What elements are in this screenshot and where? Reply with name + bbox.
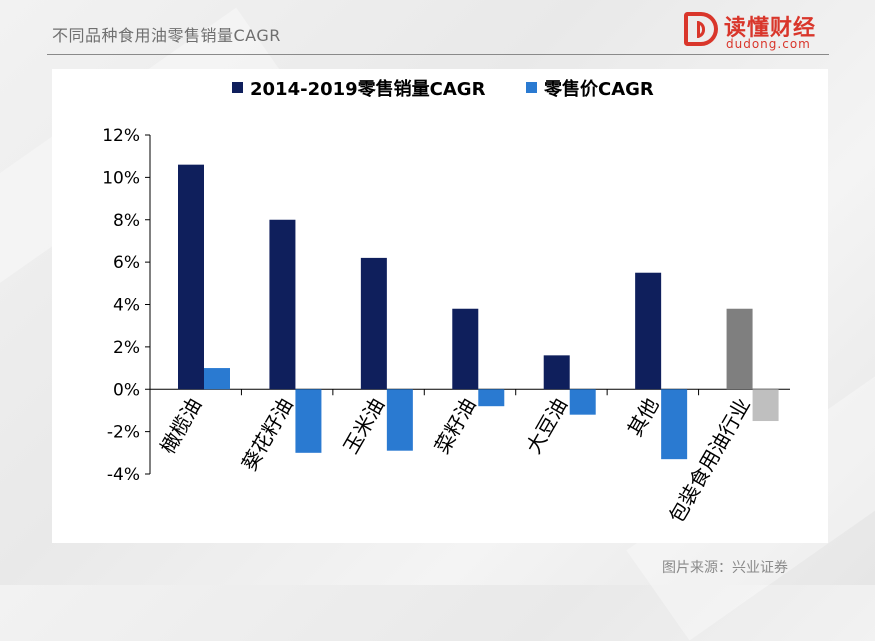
x-category-label: 大豆油	[521, 394, 572, 458]
y-tick-label: 10%	[102, 168, 140, 188]
bar	[204, 368, 230, 390]
bar	[178, 164, 204, 390]
bar	[269, 219, 296, 390]
y-tick-label: 8%	[113, 211, 140, 231]
logo-url: dudong.com	[726, 37, 811, 51]
bar	[452, 308, 479, 390]
bar	[752, 389, 779, 422]
y-tick-label: 6%	[113, 253, 140, 273]
chart-legend: 2014-2019零售销量CAGR 零售价CAGR	[232, 78, 654, 100]
legend-swatch	[526, 82, 537, 93]
bar	[726, 308, 753, 390]
x-category-label: 玉米油	[338, 394, 389, 458]
brand-logo: 读懂财经 dudong.com	[684, 10, 834, 52]
bar	[478, 389, 505, 407]
y-tick-label: 12%	[102, 126, 140, 146]
y-tick-label: -4%	[107, 465, 140, 485]
bar	[635, 272, 662, 390]
bar	[295, 389, 322, 453]
logo-mark-icon	[684, 12, 718, 46]
bar	[543, 355, 570, 390]
y-tick-label: 4%	[113, 296, 140, 316]
legend-label: 2014-2019零售销量CAGR	[250, 78, 486, 100]
header-divider	[47, 54, 829, 55]
x-category-label: 菜籽油	[430, 394, 481, 458]
chart-panel: 2014-2019零售销量CAGR 零售价CAGR -4% -2% 0% 2% 4% 6% 8…	[52, 69, 828, 543]
page-title: 不同品种食用油零售销量CAGR	[52, 26, 281, 45]
y-tick-label: 2%	[113, 338, 140, 358]
legend-swatch	[232, 82, 243, 93]
logo-name: 读懂财经	[724, 16, 817, 41]
bar	[386, 389, 413, 451]
y-tick-label: -2%	[107, 423, 140, 443]
bar-chart: 2014-2019零售销量CAGR 零售价CAGR -4% -2% 0% 2% 4% 6% 8…	[102, 78, 790, 527]
legend-label: 零售价CAGR	[543, 78, 654, 100]
x-category-label: 葵花籽油	[237, 394, 298, 475]
y-tick-label: 0%	[113, 380, 140, 400]
x-category-label: 其他	[623, 394, 664, 441]
bar	[661, 389, 688, 460]
source-note: 图片来源：兴业证券	[662, 560, 788, 576]
bar	[569, 389, 596, 415]
x-category-label: 橄榄油	[156, 394, 207, 458]
bars	[178, 164, 779, 460]
bar	[360, 257, 387, 390]
